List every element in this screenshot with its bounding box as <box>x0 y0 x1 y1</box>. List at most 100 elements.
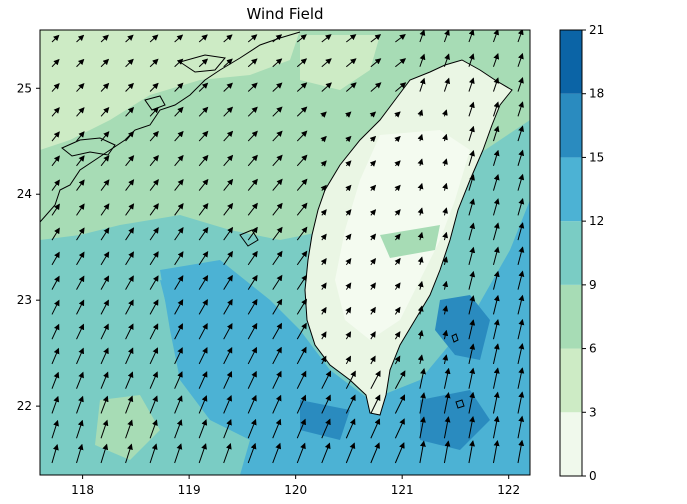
colorbar-tick-label: 9 <box>589 278 597 292</box>
wind-arrow <box>468 222 476 241</box>
wind-arrow <box>198 58 209 68</box>
wind-arrow <box>100 179 110 191</box>
wind-arrow <box>223 154 234 167</box>
wind-arrow <box>51 107 60 117</box>
x-tick-label: 119 <box>178 483 201 497</box>
wind-arrow <box>174 251 184 266</box>
wind-arrow <box>76 131 85 142</box>
wind-arrow <box>174 58 184 68</box>
wind-arrow <box>223 298 233 315</box>
wind-arrow <box>51 299 60 315</box>
wind-arrow <box>394 209 401 216</box>
wind-arrow <box>370 394 381 414</box>
wind-arrow <box>149 179 159 191</box>
wind-arrow <box>125 347 134 365</box>
y-tick-label: 24 <box>17 187 32 201</box>
wind-arrow <box>320 306 327 315</box>
wind-arrow <box>492 198 500 216</box>
colorbar-tick-label: 12 <box>589 214 604 228</box>
wind-arrow <box>125 82 134 92</box>
wind-arrow <box>345 418 356 439</box>
x-tick-label: 120 <box>284 483 307 497</box>
wind-arrow <box>296 442 306 464</box>
wind-arrow <box>125 131 135 142</box>
field-strongest-se <box>420 390 490 450</box>
wind-arrow <box>394 418 405 439</box>
wind-arrow <box>125 299 134 315</box>
wind-arrow <box>272 346 282 365</box>
wind-arrow <box>419 440 426 464</box>
wind-arrow <box>125 323 134 340</box>
wind-arrow <box>370 34 382 43</box>
wind-arrow <box>345 355 351 365</box>
wind-arrow <box>125 203 135 216</box>
wind-arrow <box>492 439 500 464</box>
wind-arrow <box>345 58 357 68</box>
wind-arrow <box>51 155 60 167</box>
wind-arrow <box>394 394 406 414</box>
wind-arrow <box>149 155 159 167</box>
wind-arrow <box>468 77 475 92</box>
wind-arrow <box>468 149 475 166</box>
wind-arrow <box>296 394 307 414</box>
wind-arrow <box>493 53 500 67</box>
wind-arrow <box>345 331 352 340</box>
wind-arrow <box>468 198 476 216</box>
wind-arrow <box>370 331 376 340</box>
wind-arrow <box>419 77 426 92</box>
wind-arrow <box>174 299 184 315</box>
wind-arrow <box>174 34 184 43</box>
wind-arrow <box>247 34 258 43</box>
wind-arrow <box>76 34 85 43</box>
wind-arrow <box>223 370 233 389</box>
y-tick-label: 23 <box>17 293 32 307</box>
wind-arrow <box>198 443 207 464</box>
wind-arrow <box>272 250 283 266</box>
wind-arrow <box>492 391 500 414</box>
wind-arrow <box>76 443 84 464</box>
wind-arrow <box>100 131 110 142</box>
wind-arrow <box>198 299 208 315</box>
wind-arrow <box>492 415 500 439</box>
taiwan-inner-band <box>380 225 440 258</box>
wind-arrow <box>320 160 327 167</box>
wind-arrow <box>272 394 282 414</box>
wind-arrow <box>417 280 424 290</box>
wind-arrow <box>76 395 84 414</box>
wind-arrow <box>125 155 135 167</box>
wind-arrow <box>51 251 60 266</box>
wind-arrow <box>395 82 407 92</box>
wind-arrow <box>100 443 109 464</box>
wind-arrow <box>223 130 234 142</box>
wind-arrow <box>76 275 85 290</box>
wind-arrow <box>517 246 525 266</box>
island-outline <box>451 333 459 343</box>
wind-arrow <box>468 415 476 439</box>
wind-arrow <box>100 82 110 92</box>
wind-arrow <box>51 83 60 92</box>
wind-arrow <box>517 173 525 191</box>
chart-title: Wind Field <box>246 5 324 23</box>
wind-arrow <box>296 226 308 241</box>
wind-arrow <box>149 419 158 439</box>
wind-arrow <box>419 368 426 389</box>
wind-arrow <box>247 250 258 266</box>
wind-arrow <box>296 106 308 117</box>
wind-arrow <box>76 371 84 389</box>
wind-arrow <box>223 82 233 92</box>
wind-arrow <box>419 30 426 43</box>
wind-arrow <box>174 443 183 464</box>
wind-arrow <box>370 257 376 266</box>
wind-arrow <box>442 256 449 266</box>
wind-arrow <box>174 323 183 340</box>
wind-arrow <box>247 298 258 315</box>
wind-arrow <box>198 275 209 290</box>
wind-arrow <box>492 77 500 92</box>
wind-arrow <box>468 125 475 142</box>
wind-arrow <box>223 322 233 340</box>
y-axis: 22 23 24 25 <box>17 81 40 413</box>
wind-arrow <box>370 442 380 464</box>
wind-arrow <box>272 322 282 340</box>
wind-arrow <box>247 106 258 117</box>
wind-arrow <box>272 58 283 68</box>
